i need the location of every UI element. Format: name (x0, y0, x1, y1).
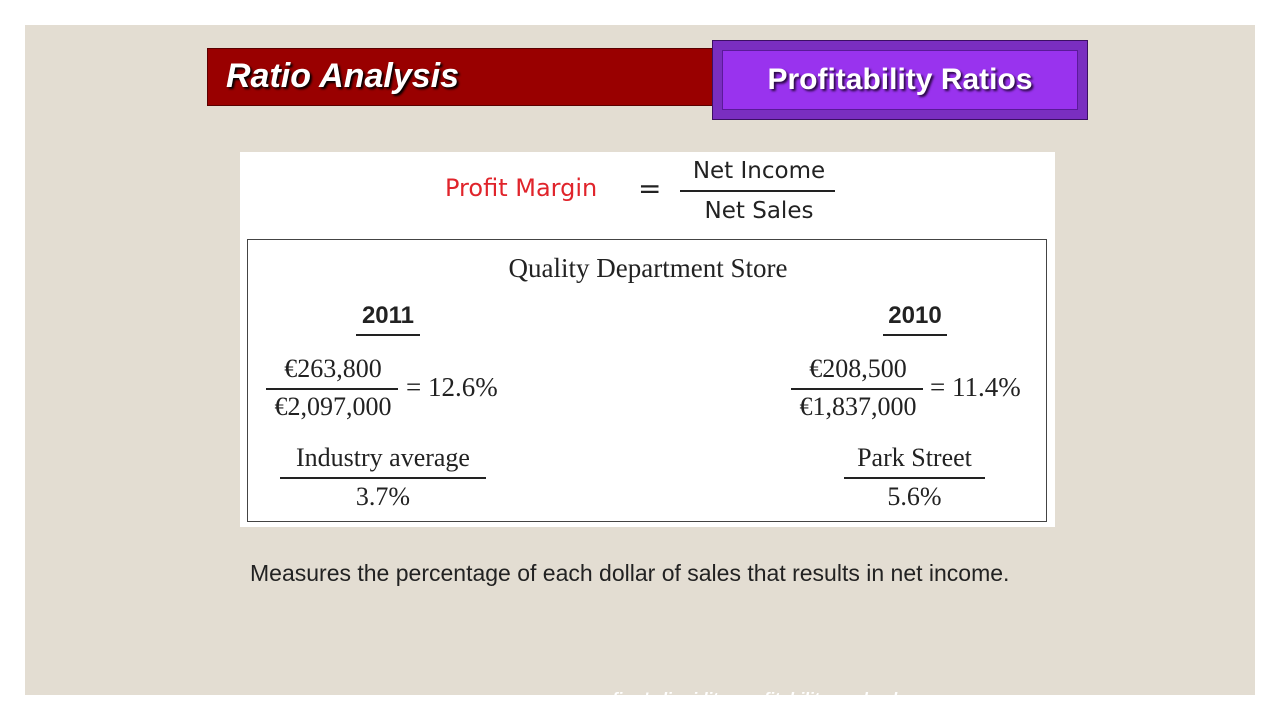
park-street-label: Park Street (857, 443, 972, 472)
denominator-2011: €2,097,000 (274, 392, 392, 421)
industry-average-label: Industry average (296, 443, 470, 472)
park-street-value: 5.6% (887, 482, 942, 511)
industry-average-value: 3.7% (355, 482, 411, 511)
numerator-2011: €263,800 (284, 354, 382, 383)
formula-label: Profit Margin (445, 174, 598, 202)
profit-margin-figure: Profit Margin = Net Income Net Sales Qua… (240, 152, 1055, 527)
footer-text: firm's liquidity, profitability, and sol… (612, 689, 950, 708)
year-2010-underline (883, 334, 947, 336)
fraction-line-2010 (791, 388, 923, 390)
formula-denominator: Net Sales (704, 198, 814, 224)
formula-numerator: Net Income (692, 158, 826, 184)
section-title: Profitability Ratios (767, 63, 1033, 96)
description-text: Measures the percentage of each dollar o… (250, 560, 1010, 586)
denominator-2010: €1,837,000 (799, 392, 917, 421)
year-2011-underline (356, 334, 420, 336)
section-badge-inner: Profitability Ratios (722, 50, 1078, 110)
result-2011: = 12.6% (406, 372, 498, 402)
formula-equals: = (638, 172, 662, 205)
section-badge: Profitability Ratios (712, 40, 1088, 120)
formula-fraction-line (680, 190, 835, 192)
slide-title: Ratio Analysis (226, 57, 460, 95)
year-2010: 2010 (888, 302, 942, 329)
park-street-line (844, 477, 985, 479)
example-box: Quality Department Store 2011 €263,800 €… (247, 239, 1047, 522)
result-2010: = 11.4% (930, 372, 1021, 402)
title-bar: Ratio Analysis (207, 48, 737, 106)
numerator-2010: €208,500 (809, 354, 907, 383)
company-name: Quality Department Store (508, 253, 788, 283)
industry-average-line (280, 477, 486, 479)
year-2011: 2011 (361, 302, 415, 329)
fraction-line-2011 (266, 388, 398, 390)
